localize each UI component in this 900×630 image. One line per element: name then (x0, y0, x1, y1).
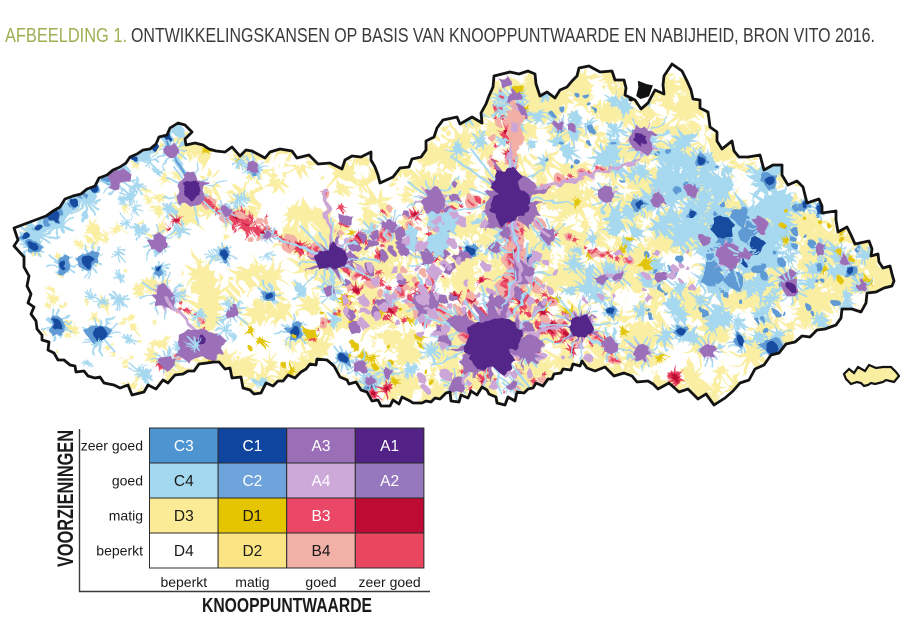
svg-text:VOORZIENINGEN: VOORZIENINGEN (53, 430, 78, 567)
svg-text:B3: B3 (312, 508, 331, 525)
svg-text:C2: C2 (242, 473, 262, 490)
svg-text:AFBEELDING 1.: AFBEELDING 1. (5, 24, 127, 47)
svg-text:KNOOPPUNTWAARDE: KNOOPPUNTWAARDE (202, 595, 372, 617)
svg-text:beperkt: beperkt (96, 543, 143, 559)
svg-text:A2: A2 (380, 473, 399, 490)
svg-text:zeer goed: zeer goed (358, 574, 420, 590)
svg-text:A3: A3 (312, 438, 331, 455)
svg-text:C1: C1 (242, 438, 262, 455)
svg-text:D4: D4 (174, 543, 194, 560)
svg-text:B4: B4 (312, 543, 331, 560)
svg-text:C3: C3 (174, 438, 194, 455)
svg-text:D1: D1 (242, 508, 262, 525)
svg-text:goed: goed (305, 574, 336, 590)
svg-text:D2: D2 (242, 543, 262, 560)
svg-text:A1: A1 (380, 438, 399, 455)
svg-text:beperkt: beperkt (160, 574, 207, 590)
svg-text:C4: C4 (174, 473, 194, 490)
svg-text:zeer goed: zeer goed (81, 438, 143, 454)
svg-text:matig: matig (235, 574, 269, 590)
svg-text:D3: D3 (174, 508, 194, 525)
svg-text:ONTWIKKELINGSKANSEN OP BASIS V: ONTWIKKELINGSKANSEN OP BASIS VAN KNOOPPU… (131, 24, 875, 47)
svg-text:matig: matig (109, 508, 143, 524)
svg-text:goed: goed (112, 473, 143, 489)
svg-text:A4: A4 (312, 473, 331, 490)
